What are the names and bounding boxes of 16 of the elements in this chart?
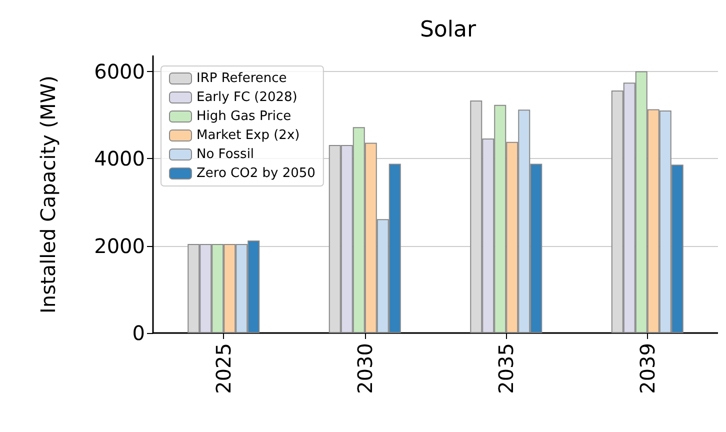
- chart-title: Solar: [420, 18, 477, 42]
- legend-label: No Fossil: [196, 147, 254, 162]
- x-tick-label: 2030: [352, 343, 377, 394]
- legend-label: Market Exp (2x): [196, 128, 300, 143]
- y-tick-label: 2000: [94, 234, 145, 258]
- y-tick-label: 4000: [94, 146, 145, 171]
- legend-label: High Gas Price: [196, 109, 292, 124]
- x-tick-label: 2035: [494, 343, 518, 394]
- y-tick-label: 6000: [94, 59, 145, 84]
- legend-label: Zero CO2 by 2050: [196, 166, 316, 181]
- x-tick-label: 2039: [635, 343, 660, 394]
- legend-label: Early FC (2028): [196, 90, 298, 105]
- y-axis-title: Installed Capacity (MW): [36, 76, 60, 314]
- x-tick-label: 2025: [212, 343, 236, 394]
- y-tick-label: 0: [132, 321, 145, 345]
- legend-label: IRP Reference: [196, 71, 287, 86]
